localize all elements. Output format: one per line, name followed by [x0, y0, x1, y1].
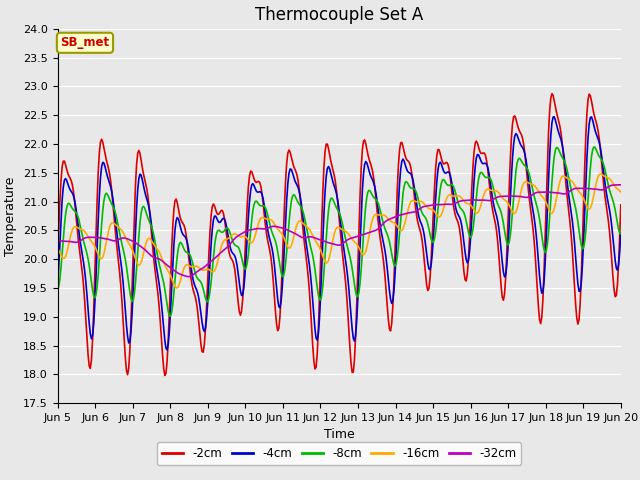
-8cm	[360, 232, 367, 238]
-4cm	[54, 287, 61, 292]
-16cm	[54, 245, 61, 251]
-4cm	[326, 166, 333, 172]
Line: -32cm: -32cm	[58, 185, 621, 276]
-4cm	[323, 174, 330, 180]
-16cm	[516, 192, 524, 197]
-32cm	[326, 240, 333, 246]
Y-axis label: Temperature: Temperature	[4, 176, 17, 256]
-4cm	[360, 171, 367, 177]
Legend: -2cm, -4cm, -8cm, -16cm, -32cm: -2cm, -4cm, -8cm, -16cm, -32cm	[157, 442, 522, 465]
-32cm	[605, 184, 612, 190]
-4cm	[550, 114, 558, 120]
-32cm	[360, 231, 367, 237]
-16cm	[390, 220, 398, 226]
-8cm	[390, 262, 398, 267]
-4cm	[516, 141, 524, 147]
-4cm	[390, 288, 398, 294]
-2cm	[326, 152, 333, 157]
-8cm	[326, 200, 333, 205]
-16cm	[617, 189, 625, 195]
Line: -8cm: -8cm	[58, 147, 621, 316]
-4cm	[605, 207, 613, 213]
-8cm	[605, 187, 613, 193]
Text: SB_met: SB_met	[60, 36, 109, 49]
-32cm	[54, 238, 61, 244]
-2cm	[54, 258, 61, 264]
-8cm	[166, 313, 174, 319]
-4cm	[163, 347, 171, 353]
-4cm	[617, 230, 625, 236]
-8cm	[54, 287, 61, 293]
-32cm	[185, 274, 193, 279]
X-axis label: Time: Time	[324, 429, 355, 442]
-16cm	[596, 171, 604, 177]
-16cm	[605, 176, 613, 181]
-2cm	[323, 141, 330, 147]
-32cm	[390, 215, 398, 220]
-8cm	[323, 235, 330, 241]
Title: Thermocouple Set A: Thermocouple Set A	[255, 6, 423, 24]
-32cm	[516, 193, 524, 199]
-16cm	[326, 253, 333, 259]
-16cm	[360, 252, 367, 258]
Line: -4cm: -4cm	[58, 117, 621, 350]
-2cm	[516, 130, 524, 135]
-16cm	[173, 285, 181, 291]
-32cm	[617, 182, 625, 188]
-8cm	[516, 156, 524, 162]
-2cm	[161, 372, 169, 378]
-8cm	[617, 231, 625, 237]
-32cm	[323, 239, 330, 245]
-2cm	[617, 202, 625, 208]
-8cm	[590, 144, 598, 150]
Line: -16cm: -16cm	[58, 174, 621, 288]
-2cm	[548, 91, 556, 96]
-2cm	[390, 278, 398, 284]
-16cm	[323, 260, 330, 266]
-2cm	[360, 138, 367, 144]
Line: -2cm: -2cm	[58, 94, 621, 375]
-2cm	[605, 229, 613, 235]
